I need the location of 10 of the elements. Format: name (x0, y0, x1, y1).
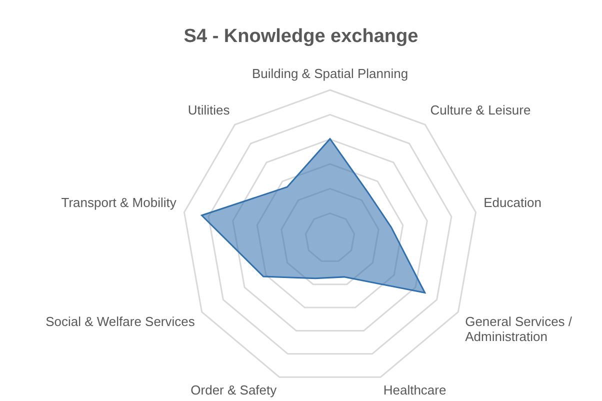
chart-title: S4 - Knowledge exchange (182, 26, 420, 48)
spoke-label: Culture & Leisure (430, 102, 531, 118)
spoke-label: Utilities (188, 102, 230, 118)
spoke-label: Social & Welfare Services (46, 314, 196, 329)
spoke-label: General Services / Administration (465, 314, 572, 344)
spoke-label: Building & Spatial Planning (252, 66, 408, 81)
spoke-label: Order & Safety (190, 382, 278, 398)
spoke-label: Education (484, 194, 542, 210)
spoke-label: Healthcare (383, 382, 446, 398)
spoke-label: Transport & Mobility (61, 194, 177, 210)
